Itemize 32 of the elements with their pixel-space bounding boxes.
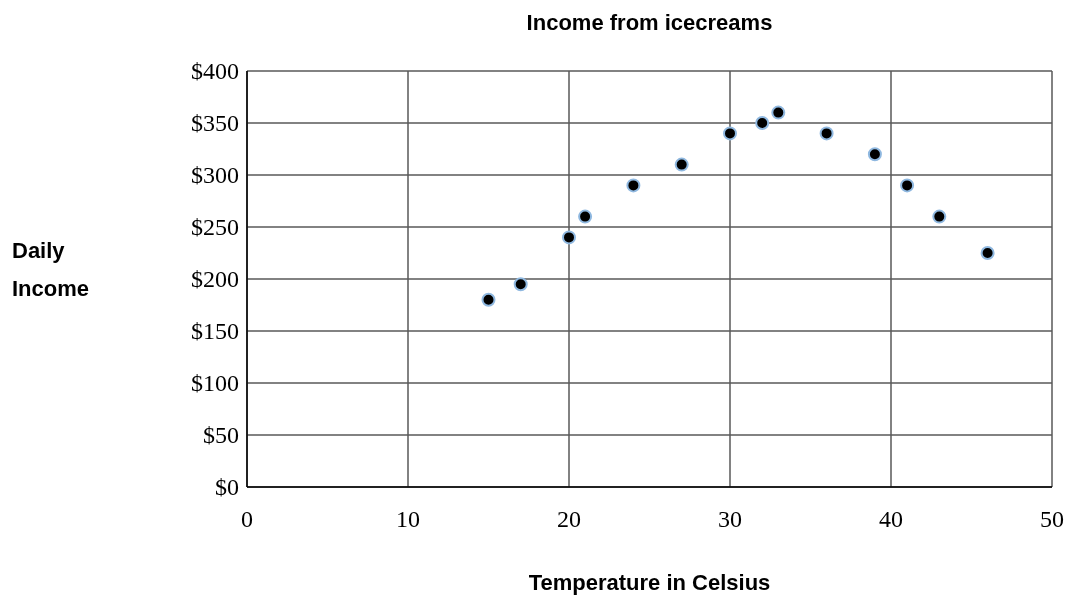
point [867, 147, 882, 162]
point [626, 178, 641, 193]
point [819, 126, 834, 141]
y-tick-label: $250 [191, 214, 239, 241]
point [980, 246, 995, 260]
x-tick-label: 30 [718, 506, 742, 532]
y-tick-label: $0 [215, 474, 239, 501]
point [674, 157, 689, 172]
y-tick-label: $150 [191, 318, 239, 345]
point [771, 105, 786, 120]
chart-title: Income from icecreams [526, 10, 773, 35]
x-tick-label: 20 [557, 506, 581, 532]
point [578, 209, 593, 224]
point [481, 292, 496, 307]
point [755, 116, 770, 130]
point [932, 209, 947, 224]
x-tick-label: 40 [879, 506, 903, 532]
y-tick-label: $300 [191, 162, 239, 189]
x-axis-title: Temperature in Celsius [528, 570, 771, 595]
x-tick-label: 0 [241, 506, 253, 532]
y-axis-title: Daily Income [12, 238, 90, 301]
x-tick-label: 10 [396, 506, 420, 532]
y-tick-label: $50 [203, 422, 239, 449]
point [562, 230, 576, 245]
x-tick-label: 50 [1040, 506, 1064, 532]
y-tick-label: $400 [191, 58, 239, 85]
point [900, 178, 915, 193]
y-tick-label: $350 [191, 110, 239, 137]
point [723, 126, 737, 141]
y-tick-label: $100 [191, 370, 239, 397]
y-tick-label: $200 [191, 266, 239, 293]
point [513, 277, 528, 292]
